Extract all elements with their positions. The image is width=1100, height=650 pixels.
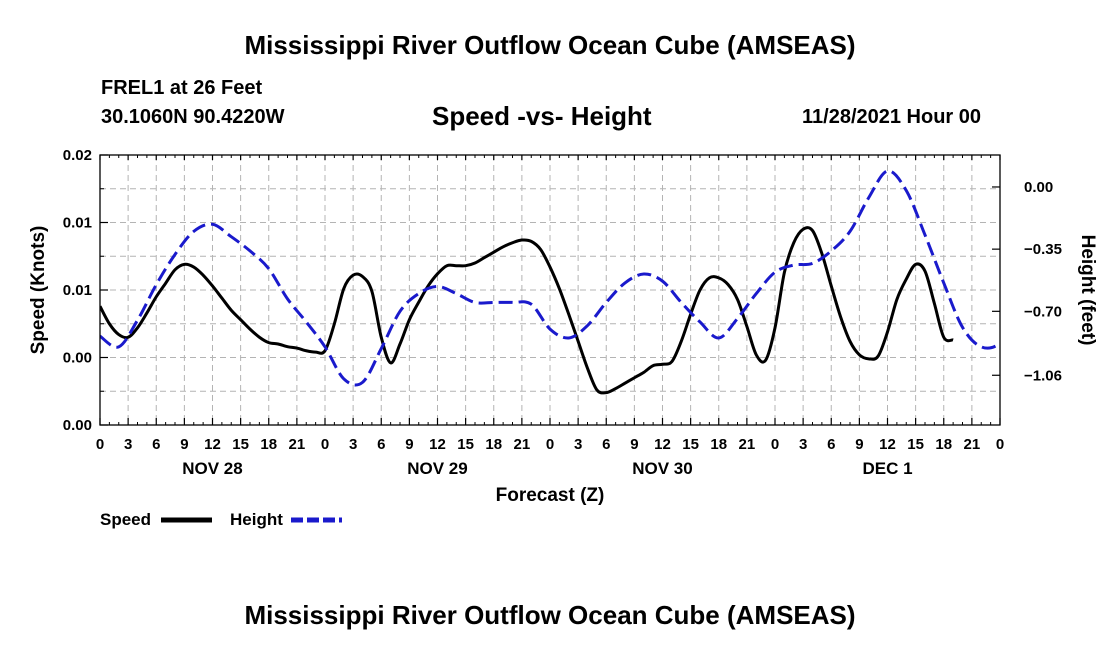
x-tick-label: 18 [260,436,277,453]
series-line-speed [100,226,954,395]
y-axis-left-label: Speed (Knots) [28,226,49,355]
chart-subtitle: Speed -vs- Height [432,101,652,131]
y-right-tick-label: −1.06 [1024,367,1062,384]
x-tick-label: 21 [514,436,531,453]
station-label: FREL1 at 26 Feet [101,77,263,99]
y-left-tick-label: 0.00 [63,417,92,434]
x-tick-label: 3 [574,436,582,453]
x-axis-label: Forecast (Z) [496,485,605,506]
y-axis-right-label: Height (feet) [1077,235,1098,346]
axes: 0 3 6 9 12 15 18 21 0 3 6 9 12 15 18 21 0 3 6 9 12 15 18 21 0 3 6 9… [63,147,1062,478]
x-tick-label: 9 [630,436,638,453]
x-tick-label: 12 [204,436,221,453]
x-tick-label: 0 [546,436,554,453]
x-tick-label: 0 [996,436,1004,453]
x-tick-label: 18 [710,436,727,453]
x-tick-label: 18 [485,436,502,453]
x-tick-label: 12 [654,436,671,453]
x-tick-label: 0 [771,436,779,453]
x-tick-label: 3 [124,436,132,453]
x-day-label: NOV 28 [182,459,242,478]
legend-label-height: Height [230,510,283,529]
series-line-height [100,169,1000,387]
y-right-tick-label: −0.70 [1024,303,1062,320]
x-tick-label: 6 [152,436,160,453]
x-tick-label: 3 [799,436,807,453]
x-tick-label: 15 [682,436,699,453]
x-tick-label: 21 [739,436,756,453]
x-tick-label: 12 [429,436,446,453]
x-tick-label: 21 [964,436,981,453]
series-lines [100,169,1000,395]
x-tick-label: 18 [935,436,952,453]
y-right-tick-label: 0.00 [1024,179,1053,196]
x-tick-label: 3 [349,436,357,453]
y-left-tick-label: 0.01 [63,215,92,232]
legend-label-speed: Speed [100,510,151,529]
x-tick-label: 6 [377,436,385,453]
x-tick-label: 6 [602,436,610,453]
x-tick-label: 0 [321,436,329,453]
grid-lines [100,155,1000,425]
x-day-label: DEC 1 [862,459,912,478]
x-tick-label: 9 [855,436,863,453]
y-left-tick-label: 0.02 [63,147,92,164]
x-tick-label: 15 [232,436,249,453]
x-tick-label: 21 [289,436,306,453]
x-tick-label: 15 [457,436,474,453]
x-tick-label: 0 [96,436,104,453]
chart-main-title: Mississippi River Outflow Ocean Cube (AM… [244,30,856,60]
footer-title: Mississippi River Outflow Ocean Cube (AM… [244,600,856,630]
x-day-label: NOV 30 [632,459,692,478]
x-tick-label: 9 [405,436,413,453]
forecast-datetime: 11/28/2021 Hour 00 [802,106,982,128]
x-tick-label: 12 [879,436,896,453]
x-tick-label: 6 [827,436,835,453]
x-tick-label: 9 [180,436,188,453]
x-day-label: NOV 29 [407,459,467,478]
y-right-tick-label: −0.35 [1024,241,1062,258]
y-left-tick-label: 0.00 [63,350,92,367]
legend: Speed Height [100,510,342,529]
y-left-tick-label: 0.01 [63,282,92,299]
x-tick-label: 15 [907,436,924,453]
station-coordinates: 30.1060N 90.4220W [101,106,285,128]
